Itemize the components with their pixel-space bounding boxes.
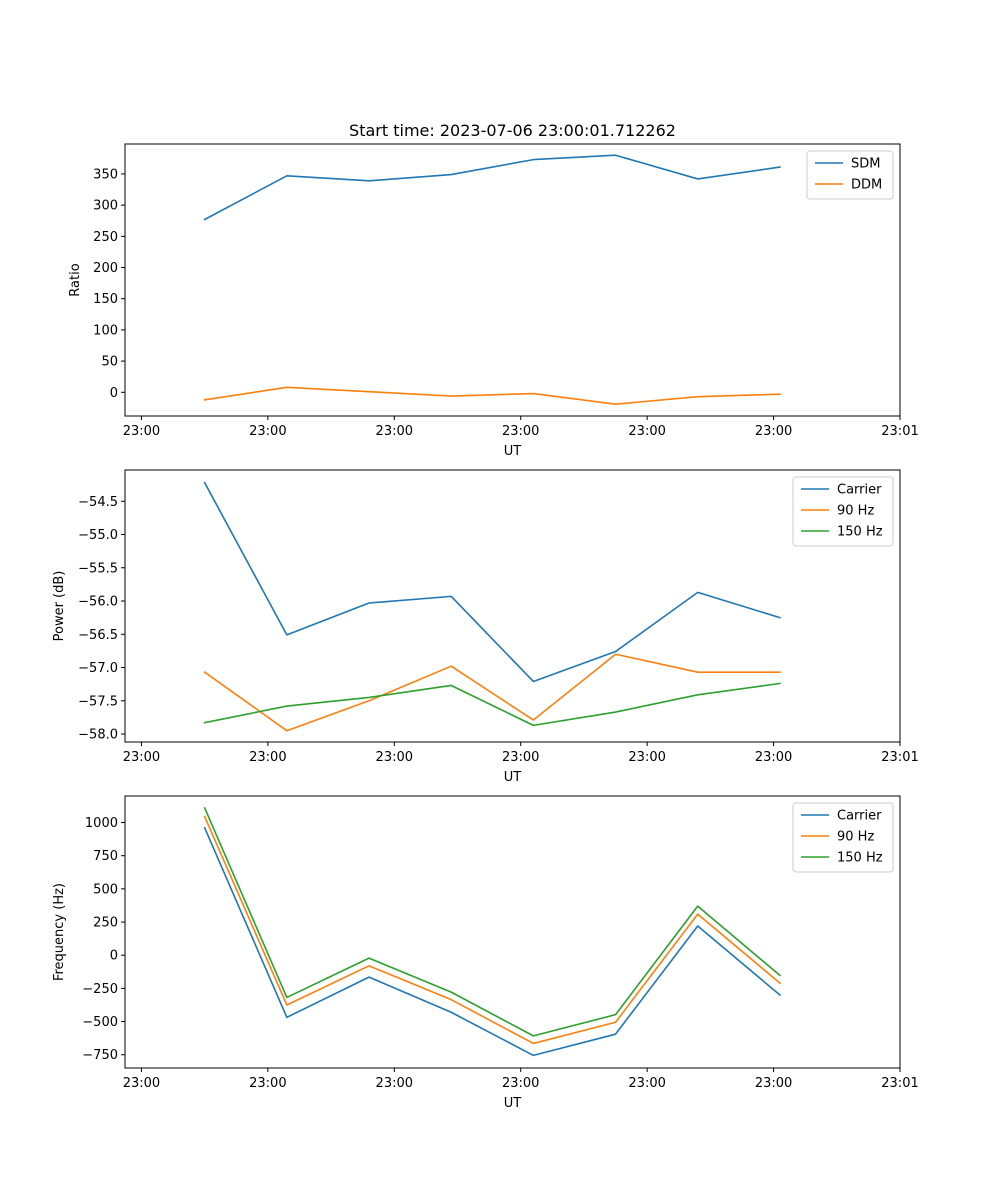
y-tick-label: 1000 — [85, 816, 118, 831]
y-axis-label: Frequency (Hz) — [52, 883, 67, 981]
y-tick-label: 100 — [93, 323, 118, 338]
series-line-90-hz — [203, 653, 781, 732]
x-tick-label: 23:00 — [755, 424, 792, 439]
y-tick-label: 300 — [93, 199, 118, 214]
y-tick-label: −250 — [82, 982, 118, 997]
y-tick-label: 500 — [93, 882, 118, 897]
legend: SDM DDM — [806, 150, 894, 200]
x-tick-label: 23:00 — [755, 750, 792, 765]
x-tick-label: 23:00 — [755, 1076, 792, 1091]
chart-title: Start time: 2023-07-06 23:00:01.712262 — [349, 121, 676, 140]
series-line-carrier — [203, 826, 782, 1057]
y-tick-label: −55.0 — [78, 528, 118, 543]
x-tick-label: 23:01 — [881, 1076, 918, 1091]
series-line-sdm — [203, 154, 781, 221]
legend: Carrier 90 Hz 150 Hz — [792, 476, 894, 547]
series-line-150-hz — [203, 806, 782, 1037]
x-tick-label: 23:00 — [628, 424, 665, 439]
x-tick-label: 23:01 — [881, 424, 918, 439]
y-axis-label: Ratio — [68, 263, 83, 296]
axes-frame — [124, 143, 901, 417]
y-tick-label: 0 — [110, 949, 118, 964]
y-tick-label: 0 — [110, 386, 118, 401]
axes-frame — [124, 469, 901, 743]
y-tick-label: 200 — [93, 261, 118, 276]
chart-panel-2: 23:00 23:00 23:00 23:00 23:00 23:00 23:01 −58.0… — [52, 469, 919, 785]
x-tick-label: 23:00 — [249, 750, 286, 765]
y-tick-label: 50 — [101, 355, 118, 370]
x-axis-label: UT — [504, 770, 522, 785]
y-tick-label: −58.0 — [78, 728, 118, 743]
legend-label: 90 Hz — [837, 830, 874, 845]
y-tick-label: 250 — [93, 916, 118, 931]
x-tick-label: 23:00 — [123, 750, 160, 765]
x-axis-label: UT — [504, 1096, 522, 1111]
x-tick-label: 23:00 — [502, 750, 539, 765]
series-line-ddm — [203, 386, 781, 405]
legend-label: Carrier — [837, 483, 882, 498]
y-tick-label: 150 — [93, 292, 118, 307]
y-tick-label: 350 — [93, 167, 118, 182]
y-tick-label: −500 — [82, 1015, 118, 1030]
y-tick-label: −55.5 — [78, 561, 118, 576]
legend: Carrier 90 Hz 150 Hz — [792, 802, 894, 873]
x-tick-label: 23:00 — [376, 1076, 413, 1091]
x-tick-label: 23:01 — [881, 750, 918, 765]
series-line-90-hz — [203, 815, 782, 1045]
y-tick-label: −750 — [82, 1048, 118, 1063]
x-tick-label: 23:00 — [628, 1076, 665, 1091]
series-line-150-hz — [203, 682, 781, 727]
chart-panel-1: 23:00 23:00 23:00 23:00 23:00 23:00 23:01 0 50 10… — [68, 121, 919, 459]
x-tick-label: 23:00 — [376, 750, 413, 765]
x-tick-label: 23:00 — [123, 1076, 160, 1091]
axes-frame — [124, 795, 901, 1069]
y-tick-label: −54.5 — [78, 495, 118, 510]
y-tick-label: −57.0 — [78, 661, 118, 676]
legend-label: DDM — [851, 178, 882, 193]
legend-label: Carrier — [837, 809, 882, 824]
x-tick-label: 23:00 — [628, 750, 665, 765]
x-tick-label: 23:00 — [123, 424, 160, 439]
series-line-carrier — [203, 481, 781, 683]
x-axis-label: UT — [504, 444, 522, 459]
chart-panel-3: 23:00 23:00 23:00 23:00 23:00 23:00 23:01 −750 −… — [52, 795, 919, 1111]
legend-box — [792, 802, 894, 873]
y-tick-label: −56.0 — [78, 595, 118, 610]
x-tick-label: 23:00 — [502, 1076, 539, 1091]
legend-box — [792, 476, 894, 547]
legend-label: 90 Hz — [837, 504, 874, 519]
legend-label: SDM — [851, 157, 880, 172]
y-tick-label: 750 — [93, 849, 118, 864]
x-tick-label: 23:00 — [376, 424, 413, 439]
y-tick-label: 250 — [93, 230, 118, 245]
legend-label: 150 Hz — [837, 851, 883, 866]
y-tick-label: −56.5 — [78, 628, 118, 643]
x-tick-label: 23:00 — [249, 1076, 286, 1091]
y-tick-label: −57.5 — [78, 694, 118, 709]
x-tick-label: 23:00 — [249, 424, 286, 439]
x-tick-label: 23:00 — [502, 424, 539, 439]
y-axis-label: Power (dB) — [52, 571, 67, 642]
legend-label: 150 Hz — [837, 525, 883, 540]
